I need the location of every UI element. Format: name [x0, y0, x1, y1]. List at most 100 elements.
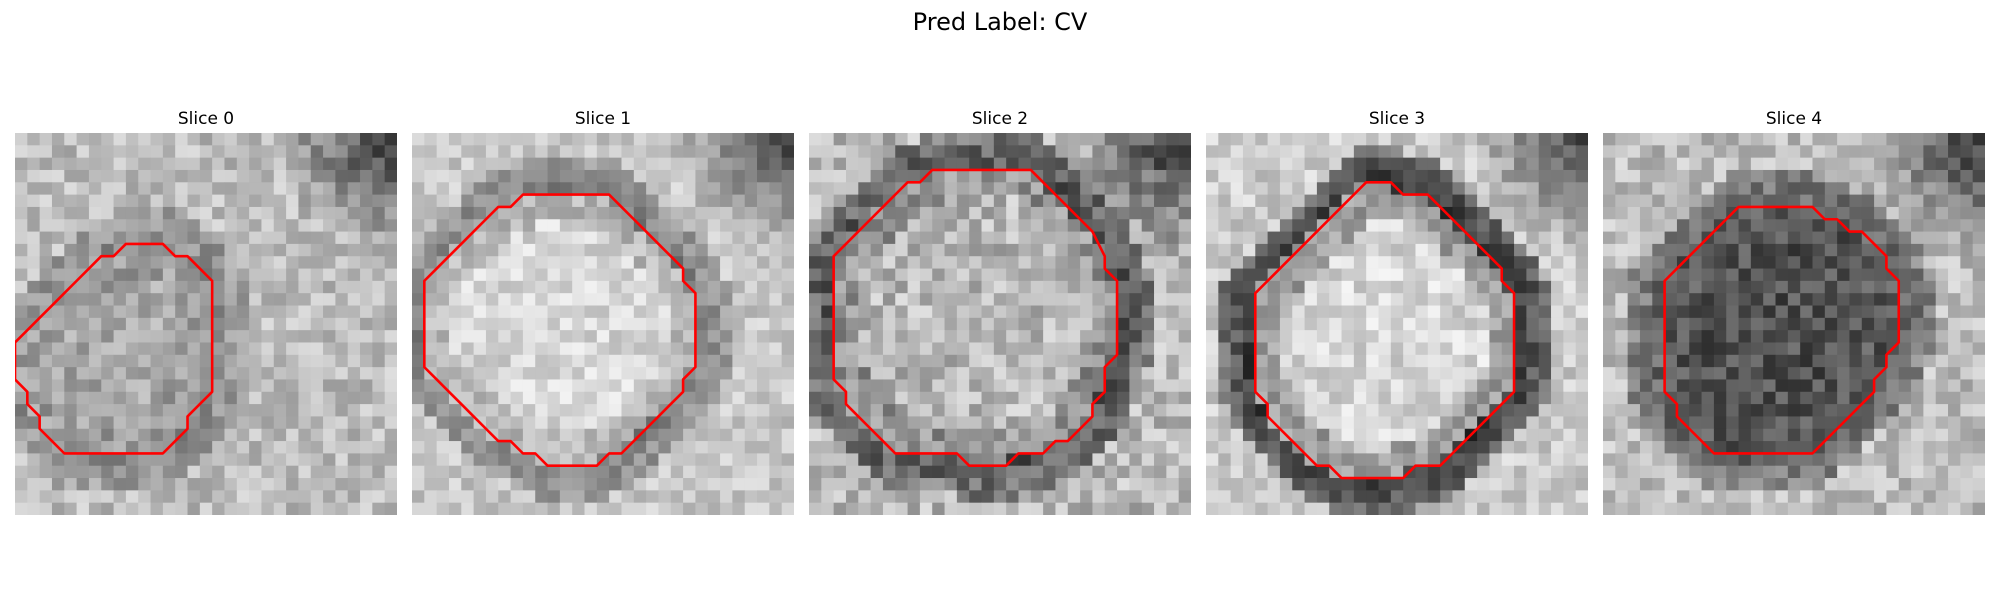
image-pixel	[212, 158, 225, 171]
image-pixel	[237, 379, 250, 392]
image-pixel	[708, 466, 721, 479]
image-pixel	[1452, 195, 1465, 208]
image-pixel	[212, 503, 225, 515]
image-pixel	[1862, 269, 1875, 282]
image-pixel	[634, 342, 647, 355]
image-pixel	[52, 429, 65, 442]
image-pixel	[1502, 441, 1515, 454]
image-pixel	[1502, 170, 1515, 183]
image-pixel	[138, 306, 151, 319]
image-pixel	[114, 195, 127, 208]
image-pixel	[188, 342, 201, 355]
image-pixel	[1576, 429, 1588, 442]
image-pixel	[1936, 342, 1949, 355]
image-pixel	[858, 355, 871, 368]
image-pixel	[89, 367, 102, 380]
image-pixel	[1092, 219, 1105, 232]
image-pixel	[634, 256, 647, 269]
image-pixel	[769, 379, 782, 392]
image-pixel	[175, 355, 188, 368]
image-pixel	[1354, 269, 1367, 282]
image-pixel	[1292, 306, 1305, 319]
image-pixel	[1465, 145, 1478, 158]
image-pixel	[1726, 269, 1739, 282]
image-pixel	[424, 145, 437, 158]
image-pixel	[188, 330, 201, 343]
image-pixel	[1615, 170, 1628, 183]
image-pixel	[732, 232, 745, 245]
image-pixel	[1665, 281, 1678, 294]
image-pixel	[15, 453, 28, 466]
image-pixel	[1218, 490, 1231, 503]
image-pixel	[1043, 466, 1056, 479]
image-pixel	[1526, 133, 1539, 146]
image-pixel	[27, 145, 40, 158]
image-pixel	[385, 355, 397, 368]
image-pixel	[834, 367, 847, 380]
image-pixel	[1068, 478, 1081, 491]
image-pixel	[1403, 453, 1416, 466]
image-pixel	[1936, 244, 1949, 257]
image-pixel	[1255, 416, 1268, 429]
image-pixel	[1166, 158, 1179, 171]
image-pixel	[27, 219, 40, 232]
image-pixel	[27, 392, 40, 405]
image-pixel	[1514, 318, 1527, 331]
image-pixel	[1911, 256, 1924, 269]
image-pixel	[27, 490, 40, 503]
image-pixel	[89, 244, 102, 257]
image-pixel	[1615, 256, 1628, 269]
image-pixel	[348, 416, 361, 429]
image-pixel	[298, 133, 311, 146]
image-pixel	[1652, 330, 1665, 343]
image-pixel	[1526, 318, 1539, 331]
image-pixel	[535, 281, 548, 294]
image-pixel	[1292, 170, 1305, 183]
image-pixel	[1849, 392, 1862, 405]
image-pixel	[1763, 219, 1776, 232]
image-pixel	[1166, 453, 1179, 466]
image-pixel	[858, 281, 871, 294]
image-pixel	[585, 232, 598, 245]
image-pixel	[1886, 244, 1899, 257]
image-pixel	[1329, 293, 1342, 306]
image-pixel	[1849, 256, 1862, 269]
image-pixel	[1243, 367, 1256, 380]
image-pixel	[1255, 232, 1268, 245]
image-pixel	[1652, 478, 1665, 491]
image-pixel	[1563, 158, 1576, 171]
image-pixel	[1243, 404, 1256, 417]
image-pixel	[498, 379, 511, 392]
image-pixel	[1640, 207, 1653, 220]
image-pixel	[323, 404, 336, 417]
image-pixel	[486, 330, 499, 343]
image-pixel	[757, 182, 770, 195]
image-pixel	[237, 133, 250, 146]
image-pixel	[969, 453, 982, 466]
image-pixel	[298, 306, 311, 319]
image-pixel	[474, 466, 487, 479]
image-pixel	[311, 330, 324, 343]
image-pixel	[1305, 182, 1318, 195]
image-pixel	[1231, 170, 1244, 183]
image-pixel	[1812, 318, 1825, 331]
image-pixel	[1776, 466, 1789, 479]
image-pixel	[572, 306, 585, 319]
image-pixel	[535, 195, 548, 208]
image-pixel	[1043, 207, 1056, 220]
image-pixel	[908, 170, 921, 183]
image-pixel	[1911, 392, 1924, 405]
image-pixel	[1689, 195, 1702, 208]
image-pixel	[1154, 416, 1167, 429]
image-pixel	[683, 453, 696, 466]
slice-image	[1206, 133, 1588, 515]
image-pixel	[1366, 219, 1379, 232]
image-pixel	[957, 256, 970, 269]
image-pixel	[64, 503, 77, 515]
image-pixel	[15, 318, 28, 331]
image-pixel	[1489, 219, 1502, 232]
image-pixel	[1154, 478, 1167, 491]
image-pixel	[1342, 330, 1355, 343]
image-pixel	[40, 367, 53, 380]
image-pixel	[1031, 145, 1044, 158]
